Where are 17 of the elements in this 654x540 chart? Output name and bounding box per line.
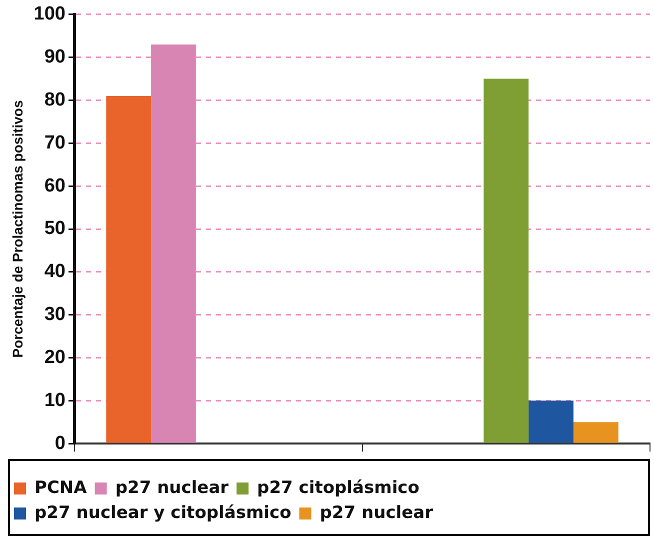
y-tick-label: 20 (44, 346, 66, 368)
y-tick-label: 100 (34, 4, 66, 25)
y-tick-label: 10 (44, 390, 66, 411)
y-tick-label: 40 (44, 261, 66, 282)
y-tick-label: 50 (44, 218, 66, 240)
y-tick-label: 60 (44, 175, 66, 196)
legend-label: p27 nuclear (320, 502, 434, 523)
legend-label: PCNA (34, 478, 88, 498)
y-tick-label: 80 (44, 89, 66, 110)
y-tick-label: 90 (44, 46, 66, 68)
legend-label: p27 nuclear (115, 478, 230, 498)
y-tick-label: 30 (44, 304, 66, 326)
legend-label: p27 nuclear y citoplásmico (34, 502, 292, 523)
y-tick-label: 70 (44, 132, 66, 154)
y-tick-label: 0 (54, 432, 66, 454)
legend-label: p27 citoplásmico (257, 478, 420, 498)
y-axis-title: Porcentaje de Prolactinomas positivos (9, 100, 26, 358)
